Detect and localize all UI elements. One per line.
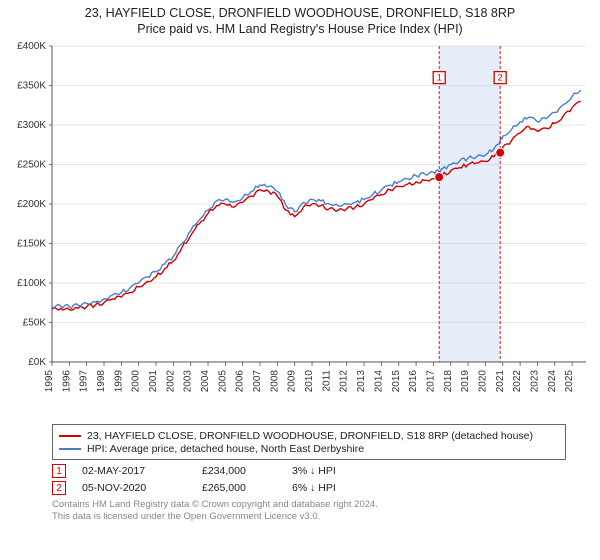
footer: Contains HM Land Registry data © Crown c… xyxy=(52,499,566,523)
legend-item: HPI: Average price, detached house, Nort… xyxy=(59,443,559,455)
svg-text:2023: 2023 xyxy=(529,370,540,393)
svg-text:1997: 1997 xyxy=(79,370,90,393)
svg-text:2025: 2025 xyxy=(564,370,575,393)
footer-line: This data is licensed under the Open Gov… xyxy=(52,511,566,523)
sale-date: 05-NOV-2020 xyxy=(82,482,202,494)
svg-text:£400K: £400K xyxy=(17,41,46,52)
svg-text:2021: 2021 xyxy=(495,370,506,393)
svg-text:1995: 1995 xyxy=(44,370,55,393)
svg-text:2019: 2019 xyxy=(460,370,471,393)
sale-row: 2 05-NOV-2020 £265,000 6% ↓ HPI xyxy=(52,481,566,495)
svg-text:2005: 2005 xyxy=(217,370,228,393)
sale-delta: 3% ↓ HPI xyxy=(292,465,336,477)
svg-text:£350K: £350K xyxy=(17,81,46,92)
svg-text:£300K: £300K xyxy=(17,120,46,131)
svg-text:2009: 2009 xyxy=(287,370,298,393)
sale-marker-icon: 1 xyxy=(52,464,66,478)
svg-text:£200K: £200K xyxy=(17,199,46,210)
svg-text:2012: 2012 xyxy=(339,370,350,393)
svg-text:£100K: £100K xyxy=(17,278,46,289)
svg-text:2015: 2015 xyxy=(391,370,402,393)
svg-text:£150K: £150K xyxy=(17,239,46,250)
svg-text:2013: 2013 xyxy=(356,370,367,393)
sale-row: 1 02-MAY-2017 £234,000 3% ↓ HPI xyxy=(52,464,566,478)
svg-text:2017: 2017 xyxy=(425,370,436,393)
sale-price: £265,000 xyxy=(202,482,292,494)
legend-item: 23, HAYFIELD CLOSE, DRONFIELD WOODHOUSE,… xyxy=(59,430,559,442)
svg-text:1: 1 xyxy=(437,73,442,83)
svg-text:2001: 2001 xyxy=(148,370,159,393)
svg-text:1996: 1996 xyxy=(61,370,72,393)
svg-text:2003: 2003 xyxy=(183,370,194,393)
svg-text:2006: 2006 xyxy=(235,370,246,393)
line-chart-svg: £0K £50K £100K £150K £200K £250K £300K £350K £40… xyxy=(0,38,600,418)
footer-line: Contains HM Land Registry data © Crown c… xyxy=(52,499,566,511)
svg-text:1998: 1998 xyxy=(96,370,107,393)
svg-text:2: 2 xyxy=(498,73,503,83)
svg-text:2011: 2011 xyxy=(321,370,332,392)
chart-title: 23, HAYFIELD CLOSE, DRONFIELD WOODHOUSE,… xyxy=(8,6,592,20)
sale-date: 02-MAY-2017 xyxy=(82,465,202,477)
sale-marker-icon: 2 xyxy=(52,481,66,495)
chart-area: £0K £50K £100K £150K £200K £250K £300K £350K £40… xyxy=(0,38,600,418)
svg-text:2022: 2022 xyxy=(512,370,523,393)
legend: 23, HAYFIELD CLOSE, DRONFIELD WOODHOUSE,… xyxy=(52,424,566,460)
chart-subtitle: Price paid vs. HM Land Registry's House … xyxy=(8,22,592,36)
sale-price: £234,000 xyxy=(202,465,292,477)
svg-text:£50K: £50K xyxy=(23,318,47,329)
legend-swatch xyxy=(59,435,81,437)
svg-text:2004: 2004 xyxy=(200,370,211,393)
legend-swatch xyxy=(59,448,81,450)
svg-text:2007: 2007 xyxy=(252,370,263,393)
svg-text:£0K: £0K xyxy=(28,357,46,368)
title-block: 23, HAYFIELD CLOSE, DRONFIELD WOODHOUSE,… xyxy=(0,0,600,38)
sale-delta: 6% ↓ HPI xyxy=(292,482,336,494)
svg-text:2000: 2000 xyxy=(131,370,142,393)
svg-text:2016: 2016 xyxy=(408,370,419,393)
svg-text:1999: 1999 xyxy=(113,370,124,393)
svg-text:2024: 2024 xyxy=(547,370,558,393)
svg-text:2008: 2008 xyxy=(269,370,280,393)
legend-label: HPI: Average price, detached house, Nort… xyxy=(87,443,364,455)
legend-label: 23, HAYFIELD CLOSE, DRONFIELD WOODHOUSE,… xyxy=(87,430,533,442)
svg-text:2010: 2010 xyxy=(304,370,315,393)
chart-container: 23, HAYFIELD CLOSE, DRONFIELD WOODHOUSE,… xyxy=(0,0,600,560)
svg-text:2002: 2002 xyxy=(165,370,176,393)
sales-table: 1 02-MAY-2017 £234,000 3% ↓ HPI 2 05-NOV… xyxy=(52,464,566,495)
svg-text:2014: 2014 xyxy=(373,370,384,393)
svg-text:2020: 2020 xyxy=(477,370,488,393)
svg-text:£250K: £250K xyxy=(17,160,46,171)
svg-text:2018: 2018 xyxy=(443,370,454,393)
